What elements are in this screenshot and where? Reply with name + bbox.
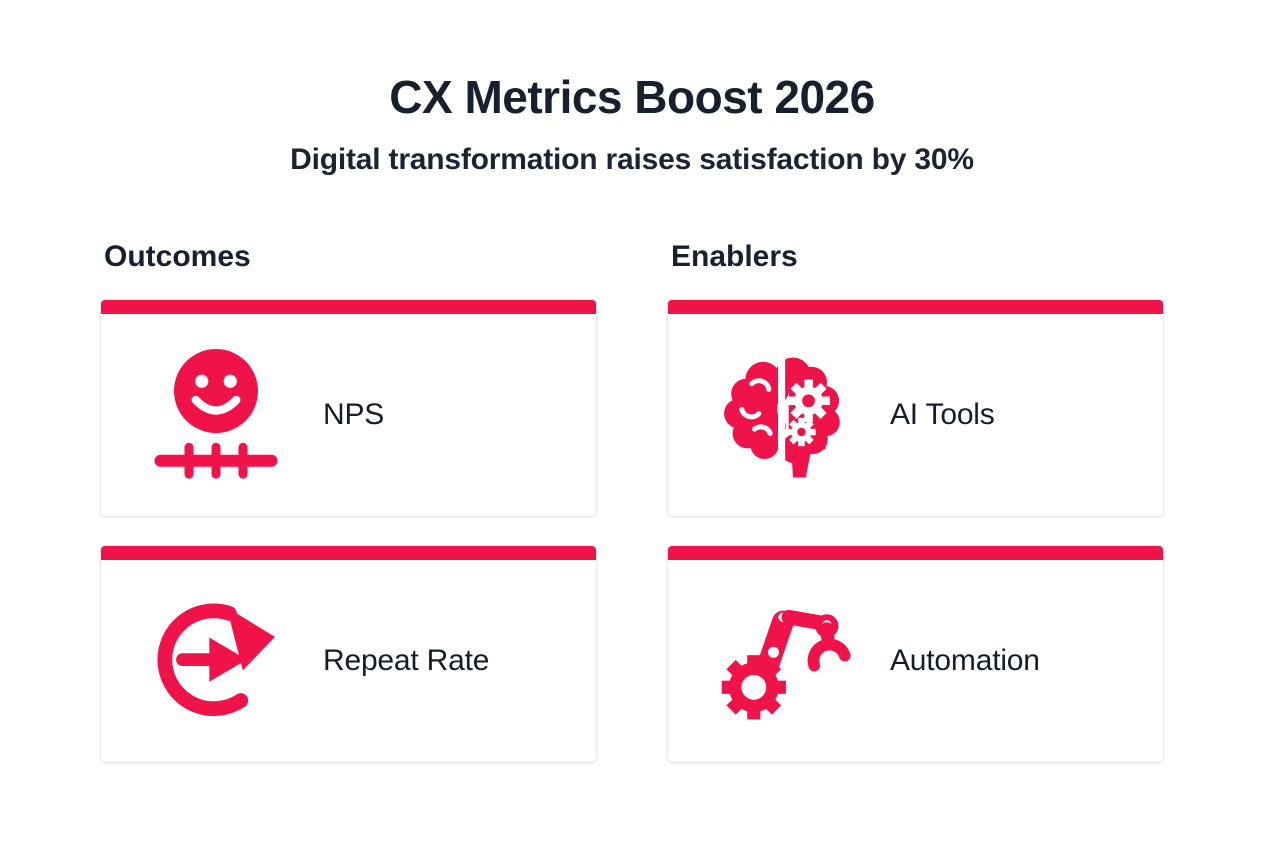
card-label: Repeat Rate [323,643,490,677]
card-label: Automation [890,643,1040,677]
card-label: AI Tools [890,397,995,431]
smiley-scale-icon [141,330,291,500]
gear-robot-arm-icon [708,576,858,746]
repeat-arrow-icon [141,576,291,746]
card-automation: Automation [667,544,1164,763]
card-body: AI Tools [668,314,1163,516]
content-columns: Outcomes NPS [100,239,1164,763]
card-ai-tools: AI Tools [667,298,1164,517]
column-header-outcomes: Outcomes [104,239,251,273]
card-accent-bar [101,545,596,560]
column-enablers: Enablers [667,239,1164,763]
card-label: NPS [323,397,385,431]
card-repeat-rate: Repeat Rate [100,544,597,763]
card-accent-bar [668,299,1163,314]
card-body: Automation [668,560,1163,762]
card-accent-bar [668,545,1163,560]
card-body: NPS [101,314,596,516]
brain-gears-icon [708,330,858,500]
card-body: Repeat Rate [101,560,596,762]
card-nps: NPS [100,298,597,517]
page-subtitle: Digital transformation raises satisfacti… [290,142,974,176]
card-accent-bar [101,299,596,314]
column-header-enablers: Enablers [671,239,798,273]
column-outcomes: Outcomes NPS [100,239,597,763]
page-title: CX Metrics Boost 2026 [389,71,875,123]
